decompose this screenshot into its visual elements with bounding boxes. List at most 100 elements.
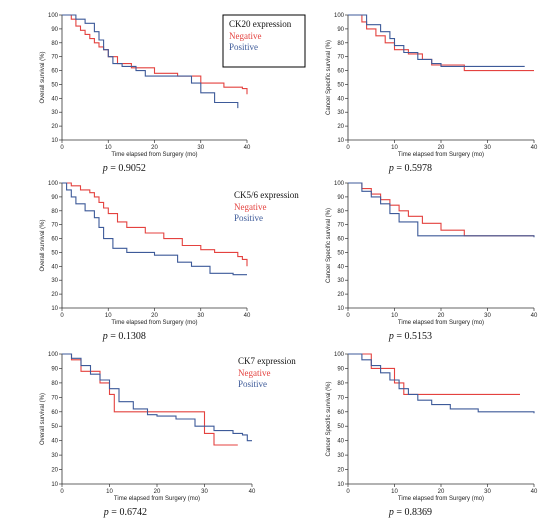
y-tick-label: 80 [51,381,58,387]
p-value-label: p = 0.5153 [388,331,432,342]
p-value-label: p = 0.9052 [102,163,146,174]
y-tick-label: 70 [337,55,344,61]
legend-entry-negative: Negative [234,202,266,212]
series-negative-curve [62,353,238,446]
x-tick-label: 20 [151,313,158,319]
x-tick-label: 30 [484,145,491,151]
x-tick-label: 10 [106,489,113,495]
series-positive-curve [62,182,247,276]
series-negative-curve [62,14,248,95]
x-axis-title: Time elapsed from Surgery (mo) [111,320,197,326]
y-tick-label: 80 [337,41,344,47]
x-axis-title: Time elapsed from Surgery (mo) [398,320,484,326]
y-tick-label: 40 [51,264,58,270]
series-positive-curve [348,353,535,414]
legend-title: CK5/6 expression [234,190,299,200]
y-tick-label: 20 [337,468,344,474]
y-tick-label: 90 [337,366,344,372]
y-axis-title: Cancer Specific survival (%) [326,381,332,456]
y-tick-label: 20 [51,468,58,474]
x-tick-label: 10 [391,489,398,495]
y-tick-label: 10 [51,138,58,144]
y-axis-title: Cancer Specific survival (%) [326,40,332,115]
y-tick-label: 40 [51,439,58,445]
series-negative-curve [62,182,248,267]
y-tick-label: 20 [51,292,58,298]
y-tick-label: 80 [51,41,58,47]
y-tick-label: 100 [48,181,59,187]
y-tick-label: 60 [51,69,58,75]
p-value-label: p = 0.5978 [388,163,432,174]
legend-title: CK7 expression [238,356,296,366]
x-tick-label: 20 [438,489,445,495]
x-tick-label: 30 [484,489,491,495]
y-tick-label: 40 [51,96,58,102]
x-tick-label: 10 [391,145,398,151]
y-tick-label: 50 [337,424,344,430]
x-tick-label: 20 [438,313,445,319]
x-tick-label: 10 [391,313,398,319]
y-tick-label: 60 [337,69,344,75]
y-tick-label: 50 [51,424,58,430]
y-tick-label: 80 [51,209,58,215]
x-tick-label: 30 [197,313,204,319]
x-tick-label: 0 [346,313,350,319]
x-tick-label: 20 [151,145,158,151]
legend-entry-negative: Negative [229,31,261,41]
y-tick-label: 50 [337,250,344,256]
y-tick-label: 70 [51,223,58,229]
y-tick-label: 100 [48,13,59,19]
legend-entry-negative: Negative [238,368,270,378]
x-axis-title: Time elapsed from Surgery (mo) [111,152,197,158]
series-positive-curve [348,182,535,238]
x-axis-title: Time elapsed from Surgery (mo) [398,152,484,158]
y-tick-label: 90 [51,366,58,372]
y-tick-label: 30 [337,110,344,116]
x-tick-label: 40 [531,313,538,319]
y-tick-label: 30 [51,110,58,116]
y-tick-label: 10 [337,306,344,312]
y-tick-label: 30 [51,278,58,284]
y-tick-label: 70 [337,223,344,229]
y-tick-label: 100 [334,352,345,358]
y-tick-label: 20 [337,124,344,130]
legend-entry-positive: Positive [238,379,267,389]
x-tick-label: 0 [346,145,350,151]
p-value-label: p = 0.1308 [102,331,146,342]
y-tick-label: 80 [337,209,344,215]
y-tick-label: 10 [51,306,58,312]
x-tick-label: 0 [346,489,350,495]
y-tick-label: 30 [51,453,58,459]
y-tick-label: 50 [51,250,58,256]
y-tick-label: 40 [337,96,344,102]
p-value-label: p = 0.8369 [388,507,432,518]
y-tick-label: 10 [337,138,344,144]
series-positive-curve [348,14,525,67]
y-axis-title: Overall survival (%) [40,393,46,445]
y-tick-label: 90 [51,195,58,201]
x-tick-label: 30 [201,489,208,495]
legend-title: CK20 expression [229,19,292,29]
y-tick-label: 40 [337,439,344,445]
x-axis-title: Time elapsed from Surgery (mo) [398,496,484,502]
x-tick-label: 10 [105,313,112,319]
y-tick-label: 70 [337,395,344,401]
y-tick-label: 50 [51,82,58,88]
p-value-label: p = 0.6742 [103,507,147,518]
x-tick-label: 30 [197,145,204,151]
y-tick-label: 30 [337,453,344,459]
x-tick-label: 40 [531,145,538,151]
y-tick-label: 60 [337,237,344,243]
x-tick-label: 20 [154,489,161,495]
series-positive-curve [62,353,252,442]
y-axis-title: Overall survival (%) [40,219,46,271]
series-negative-curve [348,182,534,237]
x-tick-label: 40 [244,313,251,319]
